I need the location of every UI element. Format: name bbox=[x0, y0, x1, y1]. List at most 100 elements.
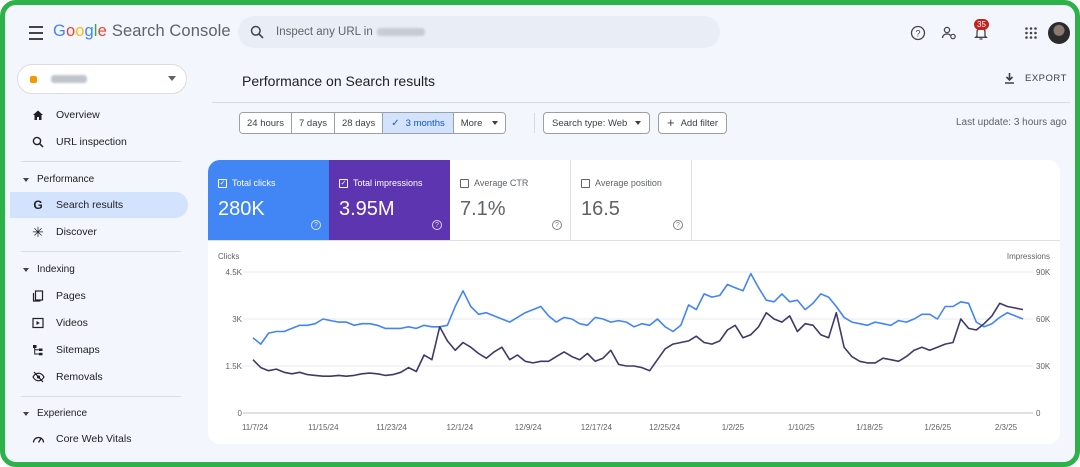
help-icon[interactable]: ? bbox=[311, 220, 321, 230]
search-type-filter[interactable]: Search type: Web bbox=[543, 112, 651, 134]
performance-card: ✓ Total clicks 280K ? ✓ Total impressions … bbox=[208, 160, 1060, 444]
caret-down-icon bbox=[492, 121, 499, 125]
asterisk-icon: ✳ bbox=[32, 223, 44, 240]
search-type-label: Search type: Web bbox=[552, 117, 628, 129]
plus-icon: + bbox=[667, 115, 675, 130]
check-icon: ✓ bbox=[391, 117, 400, 129]
caret-down-icon bbox=[23, 267, 29, 272]
sidebar-item-label: Removals bbox=[56, 371, 103, 383]
metric-label: Total impressions bbox=[353, 178, 423, 188]
logo-letter: e bbox=[97, 22, 107, 40]
range-label: 28 days bbox=[341, 117, 376, 129]
google-g-icon: G bbox=[33, 198, 43, 212]
range-28-days-button[interactable]: 28 days bbox=[334, 113, 384, 133]
sidebar-item-core-web-vitals[interactable]: Core Web Vitals bbox=[10, 426, 188, 452]
sidebar-section-performance[interactable]: Performance bbox=[23, 174, 94, 185]
caret-down-icon bbox=[23, 177, 29, 182]
sidebar-item-discover[interactable]: ✳ Discover bbox=[10, 219, 188, 245]
help-icon[interactable]: ? bbox=[432, 220, 442, 230]
range-label: 7 days bbox=[298, 117, 327, 129]
clicks-series-line bbox=[252, 272, 1024, 345]
sidebar-item-url-inspection[interactable]: URL inspection bbox=[10, 129, 188, 155]
right-axis-title: Impressions bbox=[1007, 252, 1050, 261]
sidebar-item-videos[interactable]: Videos bbox=[10, 310, 188, 336]
sidebar-section-experience[interactable]: Experience bbox=[23, 408, 87, 419]
right-axis-ticks: 90K 60K 30K 0 bbox=[1036, 268, 1051, 418]
app-logo[interactable]: Google Search Console bbox=[53, 22, 231, 41]
apps-icon[interactable] bbox=[1021, 23, 1041, 43]
export-button[interactable]: EXPORT bbox=[1004, 72, 1067, 84]
filter-separator bbox=[534, 113, 535, 133]
checkbox-checked-icon[interactable]: ✓ bbox=[218, 178, 227, 188]
chart-series bbox=[252, 272, 1024, 377]
range-label: 3 months bbox=[405, 117, 445, 129]
metric-total-impressions[interactable]: ✓ Total impressions 3.95M ? bbox=[329, 160, 450, 240]
left-axis-title: Clicks bbox=[218, 252, 239, 261]
search-placeholder: Inspect any URL in bbox=[276, 26, 373, 38]
x-axis-tick: 12/25/24 bbox=[649, 423, 681, 432]
metric-divider bbox=[208, 240, 1060, 241]
sidebar-item-label: Pages bbox=[56, 290, 86, 302]
add-filter-button[interactable]: + Add filter bbox=[658, 112, 728, 134]
url-inspect-search[interactable]: Inspect any URL in bbox=[238, 16, 720, 48]
avatar[interactable] bbox=[1048, 22, 1070, 44]
property-selector[interactable] bbox=[17, 64, 187, 94]
sidebar-item-overview[interactable]: Overview bbox=[10, 102, 188, 128]
chart-grid bbox=[243, 271, 1033, 414]
range-24-hours-button[interactable]: 24 hours bbox=[240, 113, 292, 133]
metric-label: Average CTR bbox=[474, 178, 529, 188]
sidebar-item-pages[interactable]: Pages bbox=[10, 283, 188, 309]
download-icon bbox=[1005, 73, 1014, 84]
export-label: EXPORT bbox=[1025, 72, 1067, 84]
caret-down-icon bbox=[635, 121, 642, 125]
sidebar-section-label: Indexing bbox=[37, 264, 75, 275]
sidebar-item-sitemaps[interactable]: Sitemaps bbox=[10, 337, 188, 363]
logo-letter: o bbox=[65, 22, 76, 40]
metric-total-clicks[interactable]: ✓ Total clicks 280K ? bbox=[208, 160, 329, 240]
metric-average-ctr[interactable]: Average CTR 7.1% ? bbox=[450, 160, 571, 240]
left-axis-tick: 3K bbox=[232, 315, 242, 324]
help-icon[interactable]: ? bbox=[552, 220, 562, 230]
sidebar-divider bbox=[21, 161, 181, 162]
last-update-text: Last update: 3 hours ago bbox=[956, 117, 1067, 128]
range-label: 24 hours bbox=[247, 117, 284, 129]
checkbox-checked-icon[interactable]: ✓ bbox=[339, 178, 348, 188]
logo-letter: g bbox=[84, 22, 94, 40]
manage-users-icon[interactable] bbox=[939, 23, 959, 43]
help-icon[interactable]: ? bbox=[908, 23, 928, 43]
range-more-button[interactable]: More bbox=[453, 113, 506, 133]
product-name: Search Console bbox=[111, 22, 231, 40]
x-axis-tick: 1/18/25 bbox=[856, 423, 883, 432]
chevron-down-icon bbox=[168, 76, 176, 81]
redacted-property-name bbox=[51, 75, 87, 83]
sidebar-section-indexing[interactable]: Indexing bbox=[23, 264, 75, 275]
sidebar-item-removals[interactable]: Removals bbox=[10, 364, 188, 390]
home-icon bbox=[30, 109, 46, 121]
sidebar-section-label: Experience bbox=[37, 408, 88, 419]
header-divider bbox=[212, 102, 1070, 103]
logo-letter: G bbox=[53, 22, 66, 40]
add-filter-label: Add filter bbox=[680, 117, 719, 129]
checkbox-unchecked-icon[interactable] bbox=[581, 178, 590, 188]
x-axis-tick: 11/23/24 bbox=[376, 423, 407, 432]
checkbox-unchecked-icon[interactable] bbox=[460, 178, 469, 188]
sidebar-item-search-results[interactable]: G Search results bbox=[10, 192, 188, 218]
performance-chart: Clicks Impressions 4.5K 3K 1.5K 0 90K 60K 30K… bbox=[218, 252, 1051, 432]
range-3-months-button[interactable]: ✓ 3 months bbox=[383, 113, 454, 133]
metric-value: 7.1% bbox=[460, 198, 506, 220]
sidebar-item-label: Search results bbox=[56, 199, 124, 211]
range-7-days-button[interactable]: 7 days bbox=[291, 113, 335, 133]
eye-off-icon bbox=[30, 371, 46, 383]
metric-average-position[interactable]: Average position 16.5 ? bbox=[571, 160, 692, 240]
sidebar-section-label: Performance bbox=[37, 174, 95, 185]
metric-value: 16.5 bbox=[581, 198, 620, 220]
sidebar-item-label: Core Web Vitals bbox=[56, 433, 132, 445]
caret-down-icon bbox=[23, 411, 29, 416]
x-axis-tick: 11/15/24 bbox=[308, 423, 339, 432]
svg-text:?: ? bbox=[915, 28, 920, 38]
metric-value: 280K bbox=[218, 198, 265, 220]
menu-icon[interactable] bbox=[25, 22, 47, 44]
sidebar-item-label: Discover bbox=[56, 226, 97, 238]
help-icon[interactable]: ? bbox=[673, 220, 683, 230]
